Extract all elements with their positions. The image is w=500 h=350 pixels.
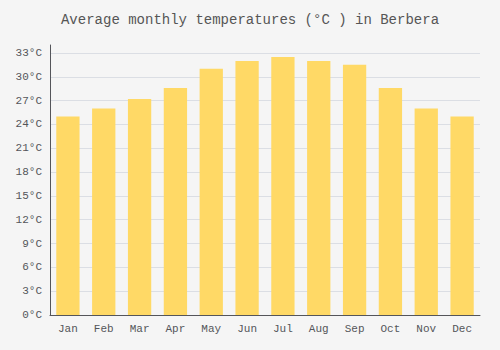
svg-text:Sep: Sep — [345, 323, 365, 335]
svg-text:18°C: 18°C — [16, 166, 43, 178]
svg-text:15°C: 15°C — [16, 190, 43, 202]
svg-text:Apr: Apr — [166, 323, 186, 335]
svg-text:30°C: 30°C — [16, 71, 43, 83]
svg-text:Jan: Jan — [58, 323, 78, 335]
svg-text:3°C: 3°C — [22, 285, 42, 297]
svg-text:Jul: Jul — [273, 323, 293, 335]
svg-text:9°C: 9°C — [22, 238, 42, 250]
svg-text:Aug: Aug — [309, 323, 329, 335]
svg-text:Feb: Feb — [94, 323, 114, 335]
svg-text:21°C: 21°C — [16, 142, 43, 154]
svg-text:Mar: Mar — [130, 323, 150, 335]
svg-text:0°C: 0°C — [22, 309, 42, 321]
svg-text:May: May — [201, 323, 221, 335]
svg-text:12°C: 12°C — [16, 214, 43, 226]
svg-text:33°C: 33°C — [16, 47, 43, 59]
svg-text:27°C: 27°C — [16, 95, 43, 107]
svg-text:Nov: Nov — [416, 323, 436, 335]
svg-text:6°C: 6°C — [22, 261, 42, 273]
svg-text:24°C: 24°C — [16, 118, 43, 130]
svg-text:Dec: Dec — [452, 323, 472, 335]
svg-text:Average monthly temperatures (: Average monthly temperatures (°C ) in Be… — [61, 12, 439, 28]
svg-text:Oct: Oct — [381, 323, 401, 335]
svg-text:Jun: Jun — [237, 323, 257, 335]
